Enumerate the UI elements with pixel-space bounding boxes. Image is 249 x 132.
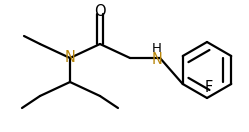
Text: H: H <box>152 41 162 55</box>
Text: N: N <box>152 53 162 67</box>
Text: N: N <box>64 51 75 65</box>
Text: O: O <box>94 4 106 20</box>
Text: F: F <box>205 81 213 95</box>
